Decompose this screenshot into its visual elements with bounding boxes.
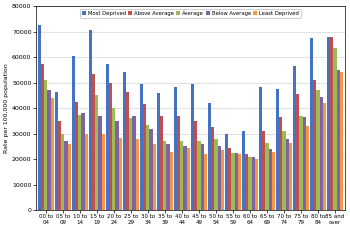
Bar	[75, 102, 78, 210]
Bar	[327, 37, 330, 210]
Bar	[228, 148, 231, 210]
Bar	[51, 98, 54, 210]
Bar	[320, 97, 323, 210]
Bar	[41, 64, 44, 210]
Bar	[68, 144, 71, 210]
Bar	[140, 84, 143, 210]
Bar	[286, 139, 289, 210]
Bar	[340, 73, 343, 210]
Bar	[55, 92, 58, 210]
Bar	[259, 87, 262, 210]
Bar	[337, 70, 340, 210]
Bar	[116, 121, 119, 210]
Bar	[82, 113, 85, 210]
Bar	[221, 150, 224, 210]
Bar	[323, 103, 326, 210]
Y-axis label: Rate per 100,000 population: Rate per 100,000 population	[4, 63, 9, 153]
Legend: Most Deprived, Above Average, Average, Below Average, Least Deprived: Most Deprived, Above Average, Average, B…	[80, 9, 301, 18]
Bar	[299, 116, 302, 210]
Bar	[106, 64, 109, 210]
Bar	[112, 108, 116, 210]
Bar	[316, 90, 320, 210]
Bar	[191, 84, 194, 210]
Bar	[194, 121, 197, 210]
Bar	[245, 154, 248, 210]
Bar	[48, 90, 51, 210]
Bar	[38, 25, 41, 210]
Bar	[279, 117, 282, 210]
Bar	[293, 66, 296, 210]
Bar	[231, 153, 235, 210]
Bar	[313, 80, 316, 210]
Bar	[276, 89, 279, 210]
Bar	[255, 159, 258, 210]
Bar	[85, 134, 88, 210]
Bar	[143, 104, 146, 210]
Bar	[157, 93, 160, 210]
Bar	[268, 149, 272, 210]
Bar	[272, 152, 275, 210]
Bar	[123, 73, 126, 210]
Bar	[72, 56, 75, 210]
Bar	[262, 131, 265, 210]
Bar	[160, 116, 163, 210]
Bar	[167, 144, 170, 210]
Bar	[197, 141, 201, 210]
Bar	[217, 147, 221, 210]
Bar	[109, 83, 112, 210]
Bar	[149, 129, 153, 210]
Bar	[201, 144, 204, 210]
Bar	[132, 116, 136, 210]
Bar	[129, 118, 132, 210]
Bar	[64, 141, 68, 210]
Bar	[58, 121, 61, 210]
Bar	[302, 117, 306, 210]
Bar	[265, 143, 268, 210]
Bar	[44, 80, 48, 210]
Bar	[234, 153, 238, 210]
Bar	[211, 127, 214, 210]
Bar	[238, 154, 241, 210]
Bar	[310, 38, 313, 210]
Bar	[330, 37, 333, 210]
Bar	[92, 74, 95, 210]
Bar	[136, 139, 139, 210]
Bar	[61, 134, 64, 210]
Bar	[187, 148, 190, 210]
Bar	[225, 134, 228, 210]
Bar	[95, 95, 98, 210]
Bar	[78, 114, 82, 210]
Bar	[204, 154, 207, 210]
Bar	[252, 157, 255, 210]
Bar	[289, 143, 292, 210]
Bar	[214, 139, 217, 210]
Bar	[282, 131, 286, 210]
Bar	[146, 125, 149, 210]
Bar	[208, 103, 211, 210]
Bar	[183, 147, 187, 210]
Bar	[126, 92, 129, 210]
Bar	[170, 152, 173, 210]
Bar	[242, 131, 245, 210]
Bar	[177, 116, 180, 210]
Bar	[89, 30, 92, 210]
Bar	[102, 134, 105, 210]
Bar	[306, 126, 309, 210]
Bar	[163, 141, 167, 210]
Bar	[180, 141, 183, 210]
Bar	[296, 94, 299, 210]
Bar	[153, 144, 156, 210]
Bar	[174, 87, 177, 210]
Bar	[98, 116, 102, 210]
Bar	[333, 48, 337, 210]
Bar	[248, 157, 252, 210]
Bar	[119, 138, 122, 210]
